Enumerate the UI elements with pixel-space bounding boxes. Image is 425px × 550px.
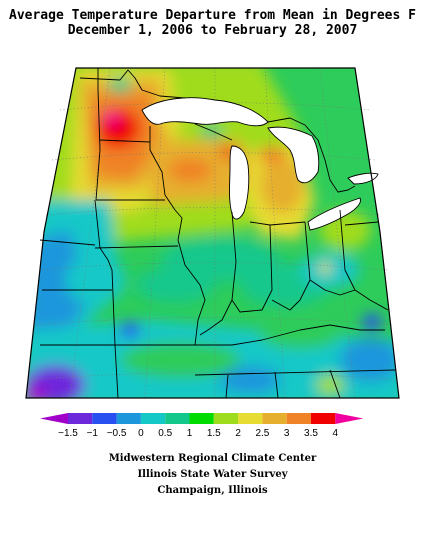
- legend-tick-label: 3: [284, 428, 290, 439]
- legend-swatch: [213, 413, 239, 424]
- legend-swatch: [92, 413, 117, 424]
- map-frame: [25, 67, 400, 399]
- legend-tick-label: 1.5: [207, 428, 221, 439]
- legend-tick-label: 0: [138, 428, 144, 439]
- legend-swatch: [311, 413, 336, 424]
- legend-swatch: [68, 413, 93, 424]
- legend-swatch: [116, 413, 141, 424]
- legend-tick-label: 1: [187, 428, 193, 439]
- legend-swatch: [40, 413, 68, 424]
- map-subtitle: December 1, 2006 to February 28, 2007: [67, 23, 358, 38]
- great-lakes: [141, 97, 379, 231]
- legend-swatch: [286, 413, 311, 424]
- graticule: [27, 67, 399, 399]
- legend-tick-label: 3.5: [304, 428, 318, 439]
- legend-colorbar: [40, 413, 364, 424]
- legend-tick-label: 4: [333, 428, 339, 439]
- legend-tick-label: 0.5: [158, 428, 172, 439]
- legend-swatch: [262, 413, 287, 424]
- credit-location: Champaign, Illinois: [157, 485, 268, 496]
- credit-survey: Illinois State Water Survey: [137, 469, 288, 480]
- legend-swatch: [189, 413, 214, 424]
- legend-ticks: −1.5 −1 −0.5 0 0.5 1 1.5 2 2.5 3 3.5 4: [58, 428, 338, 439]
- state-borders: [39, 68, 396, 399]
- legend-swatch: [238, 413, 263, 424]
- legend-tick-label: 2: [235, 428, 241, 439]
- legend-swatch: [335, 413, 364, 424]
- credit-center: Midwestern Regional Climate Center: [108, 453, 317, 464]
- legend-tick-label: −0.5: [107, 428, 127, 439]
- legend-tick-label: 2.5: [255, 428, 269, 439]
- legend-tick-label: −1.5: [58, 428, 78, 439]
- map-title: Average Temperature Departure from Mean …: [9, 8, 416, 23]
- legend-swatch: [165, 413, 190, 424]
- legend-swatch: [140, 413, 166, 424]
- legend-tick-label: −1: [87, 428, 99, 439]
